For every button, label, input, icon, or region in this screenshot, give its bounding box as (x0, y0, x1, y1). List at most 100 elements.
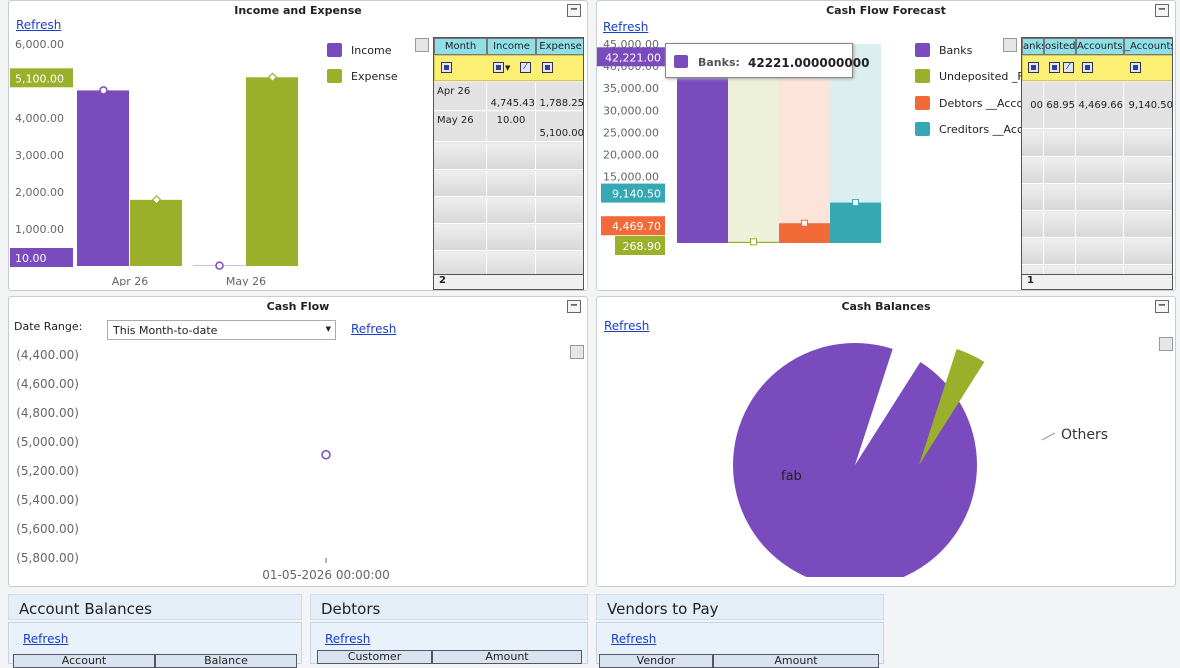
panel-title: Income and Expense (9, 4, 587, 17)
col-header-undeposited[interactable]: osited_ (1044, 38, 1076, 55)
minimize-button[interactable]: − (567, 300, 581, 313)
options-checkbox[interactable] (570, 345, 584, 359)
empty-cell[interactable] (1022, 131, 1044, 157)
col-header-income[interactable]: Income (487, 38, 536, 55)
refresh-link[interactable]: Refresh (351, 322, 396, 336)
filter-icon[interactable] (493, 62, 504, 73)
minimize-button[interactable]: − (1155, 4, 1169, 17)
panel-title: Cash Balances (597, 300, 1175, 313)
minimize-button[interactable]: − (1155, 300, 1169, 313)
clear-filter-icon[interactable]: ⁄ (520, 62, 531, 73)
filter-row: ⁄ (1022, 55, 1173, 81)
col-header-account[interactable]: Account (13, 654, 155, 668)
refresh-link[interactable]: Refresh (16, 18, 61, 32)
table-cell[interactable]: 68.95 (1044, 83, 1076, 129)
options-checkbox[interactable] (1159, 337, 1173, 351)
col-header-banks[interactable]: anks (1022, 38, 1044, 55)
empty-cell[interactable] (1044, 131, 1076, 157)
empty-cell[interactable] (1124, 158, 1173, 184)
options-checkbox[interactable] (415, 38, 429, 52)
table-cell[interactable]: 4,745.43 (487, 83, 536, 111)
empty-cell[interactable] (1022, 158, 1044, 184)
legend-undeposited: Undeposited _Fu (915, 69, 1021, 85)
empty-cell[interactable] (487, 171, 536, 197)
empty-cell[interactable] (1124, 212, 1173, 238)
cell-text: 4,745.43 (490, 98, 535, 109)
clear-filter-icon[interactable]: ⁄ (1063, 62, 1074, 73)
empty-cell[interactable] (487, 144, 536, 170)
point-marker (802, 220, 808, 226)
empty-cell[interactable] (434, 171, 487, 197)
cell-text: 68.95 (1046, 100, 1075, 111)
refresh-link[interactable]: Refresh (325, 632, 370, 646)
empty-cell[interactable] (1044, 239, 1076, 265)
empty-cell[interactable] (1076, 131, 1124, 157)
col-header-balance[interactable]: Balance (155, 654, 297, 668)
options-checkbox[interactable] (1003, 38, 1017, 52)
refresh-link[interactable]: Refresh (604, 319, 649, 333)
x-tick-label: May 26 (226, 275, 266, 286)
empty-cell[interactable] (1044, 212, 1076, 238)
vendors-panel: Refresh Vendor Amount (596, 622, 884, 664)
empty-cell[interactable] (1076, 239, 1124, 265)
filter-icon[interactable] (1028, 62, 1039, 73)
empty-cell[interactable] (434, 225, 487, 251)
empty-cell[interactable] (1022, 185, 1044, 211)
col-header-customer[interactable]: Customer (317, 650, 432, 664)
empty-cell[interactable] (536, 171, 584, 197)
empty-cell[interactable] (536, 198, 584, 224)
col-header-debtors[interactable]: Accounts_F (1076, 38, 1124, 55)
empty-cell[interactable] (434, 198, 487, 224)
swatch (327, 69, 342, 83)
table-cell[interactable]: 10.00 (487, 112, 536, 142)
empty-cell[interactable] (487, 225, 536, 251)
date-range-select[interactable]: This Month-to-date ▼ (107, 320, 336, 340)
empty-cell[interactable] (1076, 212, 1124, 238)
empty-cell[interactable] (1124, 239, 1173, 265)
filter-icon[interactable] (1082, 62, 1093, 73)
col-header-month[interactable]: Month (434, 38, 487, 55)
table-cell[interactable]: 1,788.25 (536, 83, 584, 111)
empty-cell[interactable] (1124, 131, 1173, 157)
empty-cell[interactable] (1044, 158, 1076, 184)
col-header-creditors[interactable]: _Accounts (1124, 38, 1173, 55)
filter-icon[interactable] (1130, 62, 1141, 73)
col-header-vendor[interactable]: Vendor (599, 654, 713, 668)
empty-cell[interactable] (1076, 185, 1124, 211)
panel-title: Cash Flow Forecast (597, 4, 1175, 17)
filter-icon[interactable] (1049, 62, 1060, 73)
empty-cell[interactable] (536, 225, 584, 251)
col-header-expense[interactable]: Expense (536, 38, 584, 55)
empty-cell[interactable] (1022, 212, 1044, 238)
col-header-amount[interactable]: Amount (713, 654, 879, 668)
table-cell[interactable]: May 26 (434, 112, 487, 142)
empty-cell[interactable] (536, 144, 584, 170)
col-header-amount[interactable]: Amount (432, 650, 582, 664)
point-marker (216, 262, 223, 269)
filter-icon[interactable] (542, 62, 553, 73)
table-cell[interactable]: 5,100.00 (536, 112, 584, 142)
legend-label: Banks (939, 44, 972, 57)
empty-cell[interactable] (1044, 185, 1076, 211)
table-cell[interactable]: 4,469.66 (1076, 83, 1124, 129)
empty-cell[interactable] (487, 198, 536, 224)
empty-cell[interactable] (434, 144, 487, 170)
swatch (915, 43, 930, 57)
table-cell[interactable]: Apr 26 (434, 83, 487, 111)
table-cell[interactable]: 00 (1022, 83, 1044, 129)
refresh-link[interactable]: Refresh (603, 20, 648, 34)
y-tick-label: 25,000.00 (603, 126, 659, 139)
minimize-button[interactable]: − (567, 4, 581, 17)
swatch (327, 43, 342, 57)
table-cell[interactable]: 9,140.50 (1124, 83, 1173, 129)
dropdown-arrow-icon[interactable]: ▼ (505, 64, 510, 72)
value-callout-label: 42,221.00 (605, 51, 661, 64)
bar (246, 77, 298, 266)
filter-icon[interactable] (441, 62, 452, 73)
refresh-link[interactable]: Refresh (23, 632, 68, 646)
refresh-link[interactable]: Refresh (611, 632, 656, 646)
empty-cell[interactable] (1076, 158, 1124, 184)
empty-cell[interactable] (1022, 239, 1044, 265)
empty-cell[interactable] (1124, 185, 1173, 211)
